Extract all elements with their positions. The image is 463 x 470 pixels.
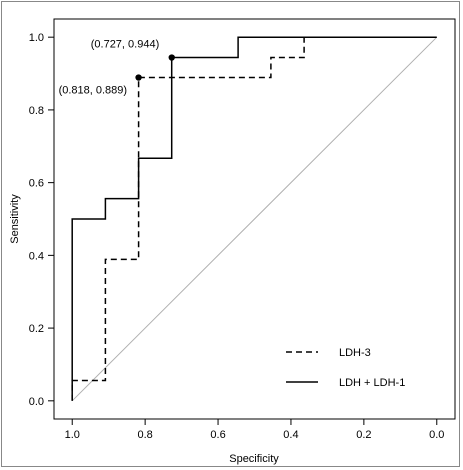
plot-area-border xyxy=(53,18,456,420)
legend-label-ldh-ldh-1: LDH + LDH-1 xyxy=(339,377,405,389)
annotation-point xyxy=(135,74,142,81)
reference-diagonal-line xyxy=(71,36,438,402)
y-tick-label: 1.0 xyxy=(29,32,44,44)
x-tick-label: 0.2 xyxy=(356,429,371,441)
series-line-ldh-3 xyxy=(71,36,437,401)
y-axis-label: Sensitivity xyxy=(9,194,21,244)
y-axis: 0.0 0.2 0.4 0.6 0.8 1.0 xyxy=(29,32,54,408)
x-tick-label: 0.6 xyxy=(210,429,225,441)
annotation-label: (0.818, 0.889) xyxy=(59,85,128,97)
y-tick-label: 0.4 xyxy=(29,250,44,262)
y-tick-label: 0.0 xyxy=(29,396,44,408)
annotation-label: (0.727, 0.944) xyxy=(91,39,160,51)
annotation-point xyxy=(168,54,175,61)
y-tick-label: 0.6 xyxy=(29,178,44,190)
x-axis-label: Specificity xyxy=(229,453,279,465)
reference-layer xyxy=(71,36,438,402)
legend: LDH-3 LDH + LDH-1 xyxy=(286,347,405,389)
x-tick-label: 0.0 xyxy=(429,429,444,441)
annotation-layer: (0.727, 0.944) (0.818, 0.889) xyxy=(59,39,175,97)
x-tick-label: 0.8 xyxy=(137,429,152,441)
x-tick-label: 1.0 xyxy=(65,429,80,441)
legend-label-ldh-3: LDH-3 xyxy=(339,347,371,359)
x-axis: 1.0 0.8 0.6 0.4 0.2 0.0 xyxy=(65,419,444,441)
y-tick-label: 0.2 xyxy=(29,323,44,335)
x-tick-label: 0.4 xyxy=(283,429,298,441)
y-tick-label: 0.8 xyxy=(29,105,44,117)
series-layer xyxy=(71,36,437,401)
series-line-ldh-ldh-1 xyxy=(71,36,437,401)
